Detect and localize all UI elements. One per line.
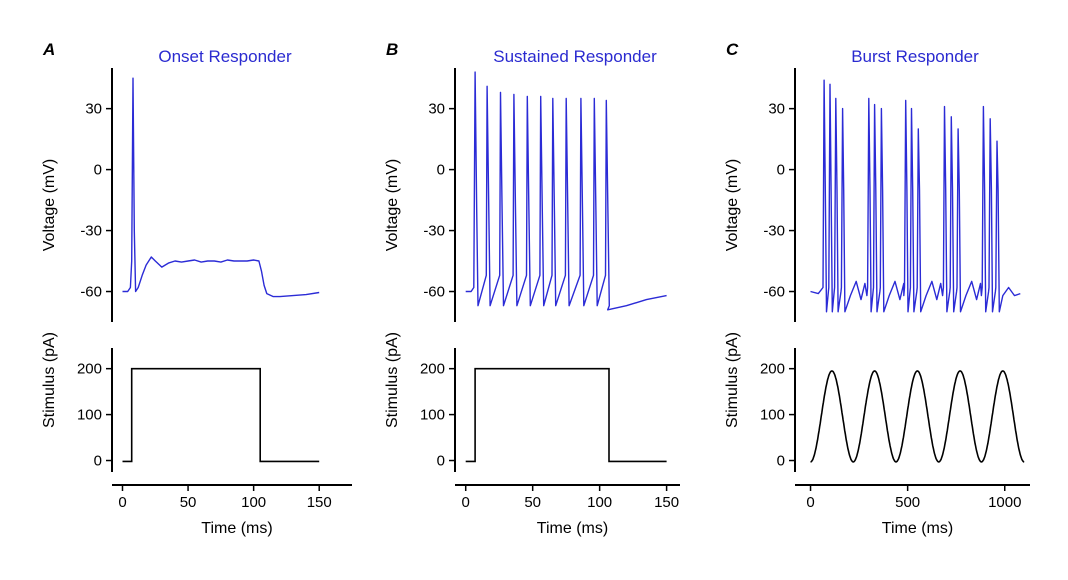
voltage-y-tick-label: 30: [768, 101, 785, 118]
x-tick-label: 500: [895, 494, 920, 511]
x-axis-label: Time (ms): [882, 520, 953, 537]
x-tick-label: 0: [462, 494, 470, 511]
panel-title: Onset Responder: [158, 47, 292, 66]
voltage-y-tick-label: -60: [423, 284, 445, 301]
voltage-trace: [810, 79, 1021, 313]
voltage-y-tick-label: 0: [437, 162, 445, 179]
x-tick-label: 1000: [988, 494, 1021, 511]
panel-letter: C: [726, 40, 739, 59]
stimulus-y-tick-label: 100: [77, 407, 102, 424]
voltage-y-tick-label: 0: [94, 162, 102, 179]
voltage-trace: [465, 71, 667, 311]
x-axis-label: Time (ms): [537, 520, 608, 537]
stimulus-y-tick-label: 100: [760, 407, 785, 424]
voltage-y-tick-label: 30: [428, 101, 445, 118]
x-tick-label: 0: [806, 494, 814, 511]
x-tick-label: 50: [180, 494, 197, 511]
stimulus-y-axis-label: Stimulus (pA): [384, 332, 401, 428]
voltage-trace: [122, 77, 320, 298]
voltage-y-axis-label: Voltage (mV): [724, 159, 741, 251]
voltage-y-tick-label: -60: [80, 284, 102, 301]
x-tick-label: 150: [654, 494, 679, 511]
voltage-y-axis-label: Voltage (mV): [41, 159, 58, 251]
voltage-y-tick-label: -60: [763, 284, 785, 301]
x-axis-label: Time (ms): [201, 520, 272, 537]
voltage-y-tick-label: -30: [423, 223, 445, 240]
x-tick-label: 100: [587, 494, 612, 511]
voltage-y-axis-label: Voltage (mV): [384, 159, 401, 251]
stimulus-y-tick-label: 200: [420, 361, 445, 378]
stimulus-y-tick-label: 200: [760, 361, 785, 378]
panel-title: Burst Responder: [851, 47, 979, 66]
voltage-y-tick-label: -30: [763, 223, 785, 240]
stimulus-y-tick-label: 200: [77, 361, 102, 378]
x-tick-label: 0: [118, 494, 126, 511]
stimulus-trace: [465, 367, 667, 463]
stimulus-y-tick-label: 100: [420, 407, 445, 424]
voltage-y-tick-label: 0: [777, 162, 785, 179]
x-tick-label: 50: [524, 494, 541, 511]
x-tick-label: 150: [307, 494, 332, 511]
stimulus-y-axis-label: Stimulus (pA): [724, 332, 741, 428]
stimulus-trace: [122, 367, 320, 463]
voltage-y-tick-label: -30: [80, 223, 102, 240]
panel-title: Sustained Responder: [493, 47, 657, 66]
stimulus-y-tick-label: 0: [437, 453, 445, 470]
panel-letter: B: [386, 40, 398, 59]
stimulus-y-tick-label: 0: [777, 453, 785, 470]
stimulus-y-tick-label: 0: [94, 453, 102, 470]
x-tick-label: 100: [241, 494, 266, 511]
stimulus-y-axis-label: Stimulus (pA): [41, 332, 58, 428]
voltage-y-tick-label: 30: [85, 101, 102, 118]
panel-letter: A: [42, 40, 55, 59]
stimulus-trace: [810, 370, 1025, 463]
